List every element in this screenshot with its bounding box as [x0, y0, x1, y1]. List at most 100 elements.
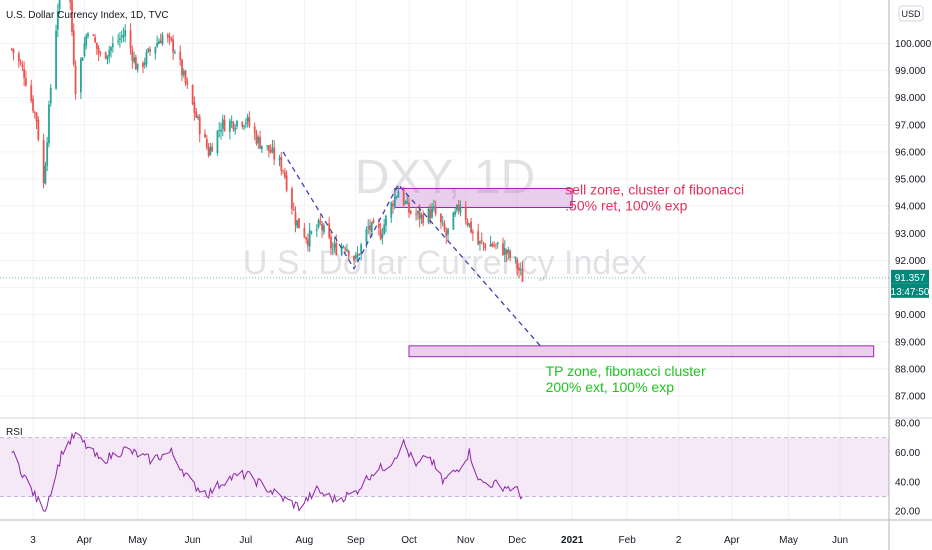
candle-body: [161, 34, 164, 45]
candle-body: [503, 247, 506, 255]
candle-body: [193, 102, 196, 114]
candle-body: [234, 128, 237, 131]
rsi-axis[interactable]: 80.00 60.00 40.00 20.00: [895, 418, 920, 517]
candle-body: [147, 48, 150, 52]
candle-body: [131, 49, 134, 61]
candle-body: [223, 119, 226, 132]
candle-body: [117, 40, 120, 42]
candle-body: [110, 47, 112, 51]
candle-body: [464, 206, 467, 221]
candle-body: [266, 145, 269, 147]
currency-button[interactable]: USD: [898, 5, 924, 22]
candle-body: [319, 220, 322, 223]
rsi-tick-label: 40.00: [895, 477, 920, 488]
candle-body: [431, 208, 433, 218]
candle-body: [298, 218, 300, 229]
candle-body: [145, 52, 148, 64]
rsi-line: [11, 431, 523, 512]
candle-body: [106, 55, 109, 60]
candle-body: [273, 147, 276, 160]
candle-body: [69, 0, 72, 3]
time-axis[interactable]: 3 Apr May Jun Jul Aug Sep Oct Nov Dec 2021 Feb 2 Apr M…: [30, 535, 848, 546]
candle-body: [479, 240, 481, 244]
candle-body: [182, 70, 185, 75]
candle-body: [471, 231, 474, 234]
candle-body: [385, 215, 387, 226]
candle-body: [452, 212, 455, 230]
candle-body: [310, 231, 313, 233]
candle-body: [205, 138, 208, 148]
candle-body: [48, 104, 50, 144]
candle-body: [207, 147, 210, 156]
candle-body: [198, 116, 201, 135]
candle-body: [358, 253, 361, 255]
candle-body: [236, 120, 238, 127]
rsi-title[interactable]: RSI: [6, 427, 23, 438]
candle-body: [291, 188, 293, 209]
candle-body: [278, 158, 281, 160]
candle-body: [204, 133, 206, 138]
candle-body: [393, 196, 396, 207]
candle-body: [271, 147, 274, 152]
candle-body: [285, 175, 288, 191]
price-tick-label: 94.000: [895, 202, 926, 213]
time-tick-label: Jul: [239, 535, 252, 546]
candle-body: [416, 211, 419, 214]
rsi-band: [0, 437, 889, 497]
candle-body: [340, 246, 343, 256]
candle-body: [480, 240, 483, 242]
candle-body: [122, 35, 125, 38]
candle-body: [457, 204, 460, 211]
candle-body: [307, 239, 309, 246]
candle-body: [35, 112, 38, 122]
time-tick-label: Dec: [508, 535, 526, 546]
candle-body: [184, 70, 187, 83]
countdown-label: 13:47:50: [891, 287, 930, 298]
candle-body: [519, 268, 522, 270]
candle-body: [372, 220, 375, 224]
candle-body: [468, 223, 471, 227]
annotations: sell zone, cluster of fibonacci.50% ret,…: [546, 181, 745, 395]
candle-body: [381, 234, 384, 238]
candle-body: [120, 35, 123, 37]
candle-body: [133, 57, 135, 63]
price-tick-label: 96.000: [895, 147, 926, 158]
price-badges: 91.357 13:47:50: [891, 269, 930, 298]
candle-body: [19, 63, 22, 65]
candle-body: [330, 236, 332, 249]
time-tick-label: Apr: [77, 535, 93, 546]
time-tick-label: 3: [30, 535, 36, 546]
candle-body: [397, 191, 400, 198]
candle-body: [367, 226, 370, 229]
candle-body: [32, 98, 34, 112]
rsi-pane[interactable]: [0, 431, 889, 512]
candle-body: [429, 209, 432, 219]
candle-body: [342, 246, 345, 248]
candle-body: [390, 202, 393, 218]
rsi-tick-label: 20.00: [895, 507, 920, 518]
candle-body: [149, 49, 151, 52]
chart-title[interactable]: U.S. Dollar Currency Index, 1D, TVC: [6, 10, 169, 21]
candle-body: [432, 206, 435, 209]
candle-body: [72, 30, 75, 65]
candle-body: [269, 150, 272, 153]
candle-body: [85, 35, 88, 46]
candle-body: [354, 255, 357, 259]
candle-body: [441, 222, 444, 224]
price-axis[interactable]: 100.000 99.000 98.000 97.000 96.000 95.000 94.…: [895, 39, 932, 403]
candlestick-series: [0, 0, 889, 282]
candle-body: [370, 222, 373, 233]
price-tick-label: 100.000: [895, 39, 932, 50]
time-tick-label: Oct: [401, 535, 417, 546]
candle-body: [509, 250, 512, 258]
candle-body: [434, 207, 437, 215]
candle-body: [55, 30, 57, 89]
candle-body: [179, 51, 182, 60]
candle-body: [108, 50, 111, 56]
candle-body: [232, 122, 235, 130]
last-price-badge: [891, 269, 929, 284]
candle-body: [58, 0, 61, 10]
TP-zone-rect: [408, 345, 875, 358]
price-tick-label: 89.000: [895, 337, 926, 348]
